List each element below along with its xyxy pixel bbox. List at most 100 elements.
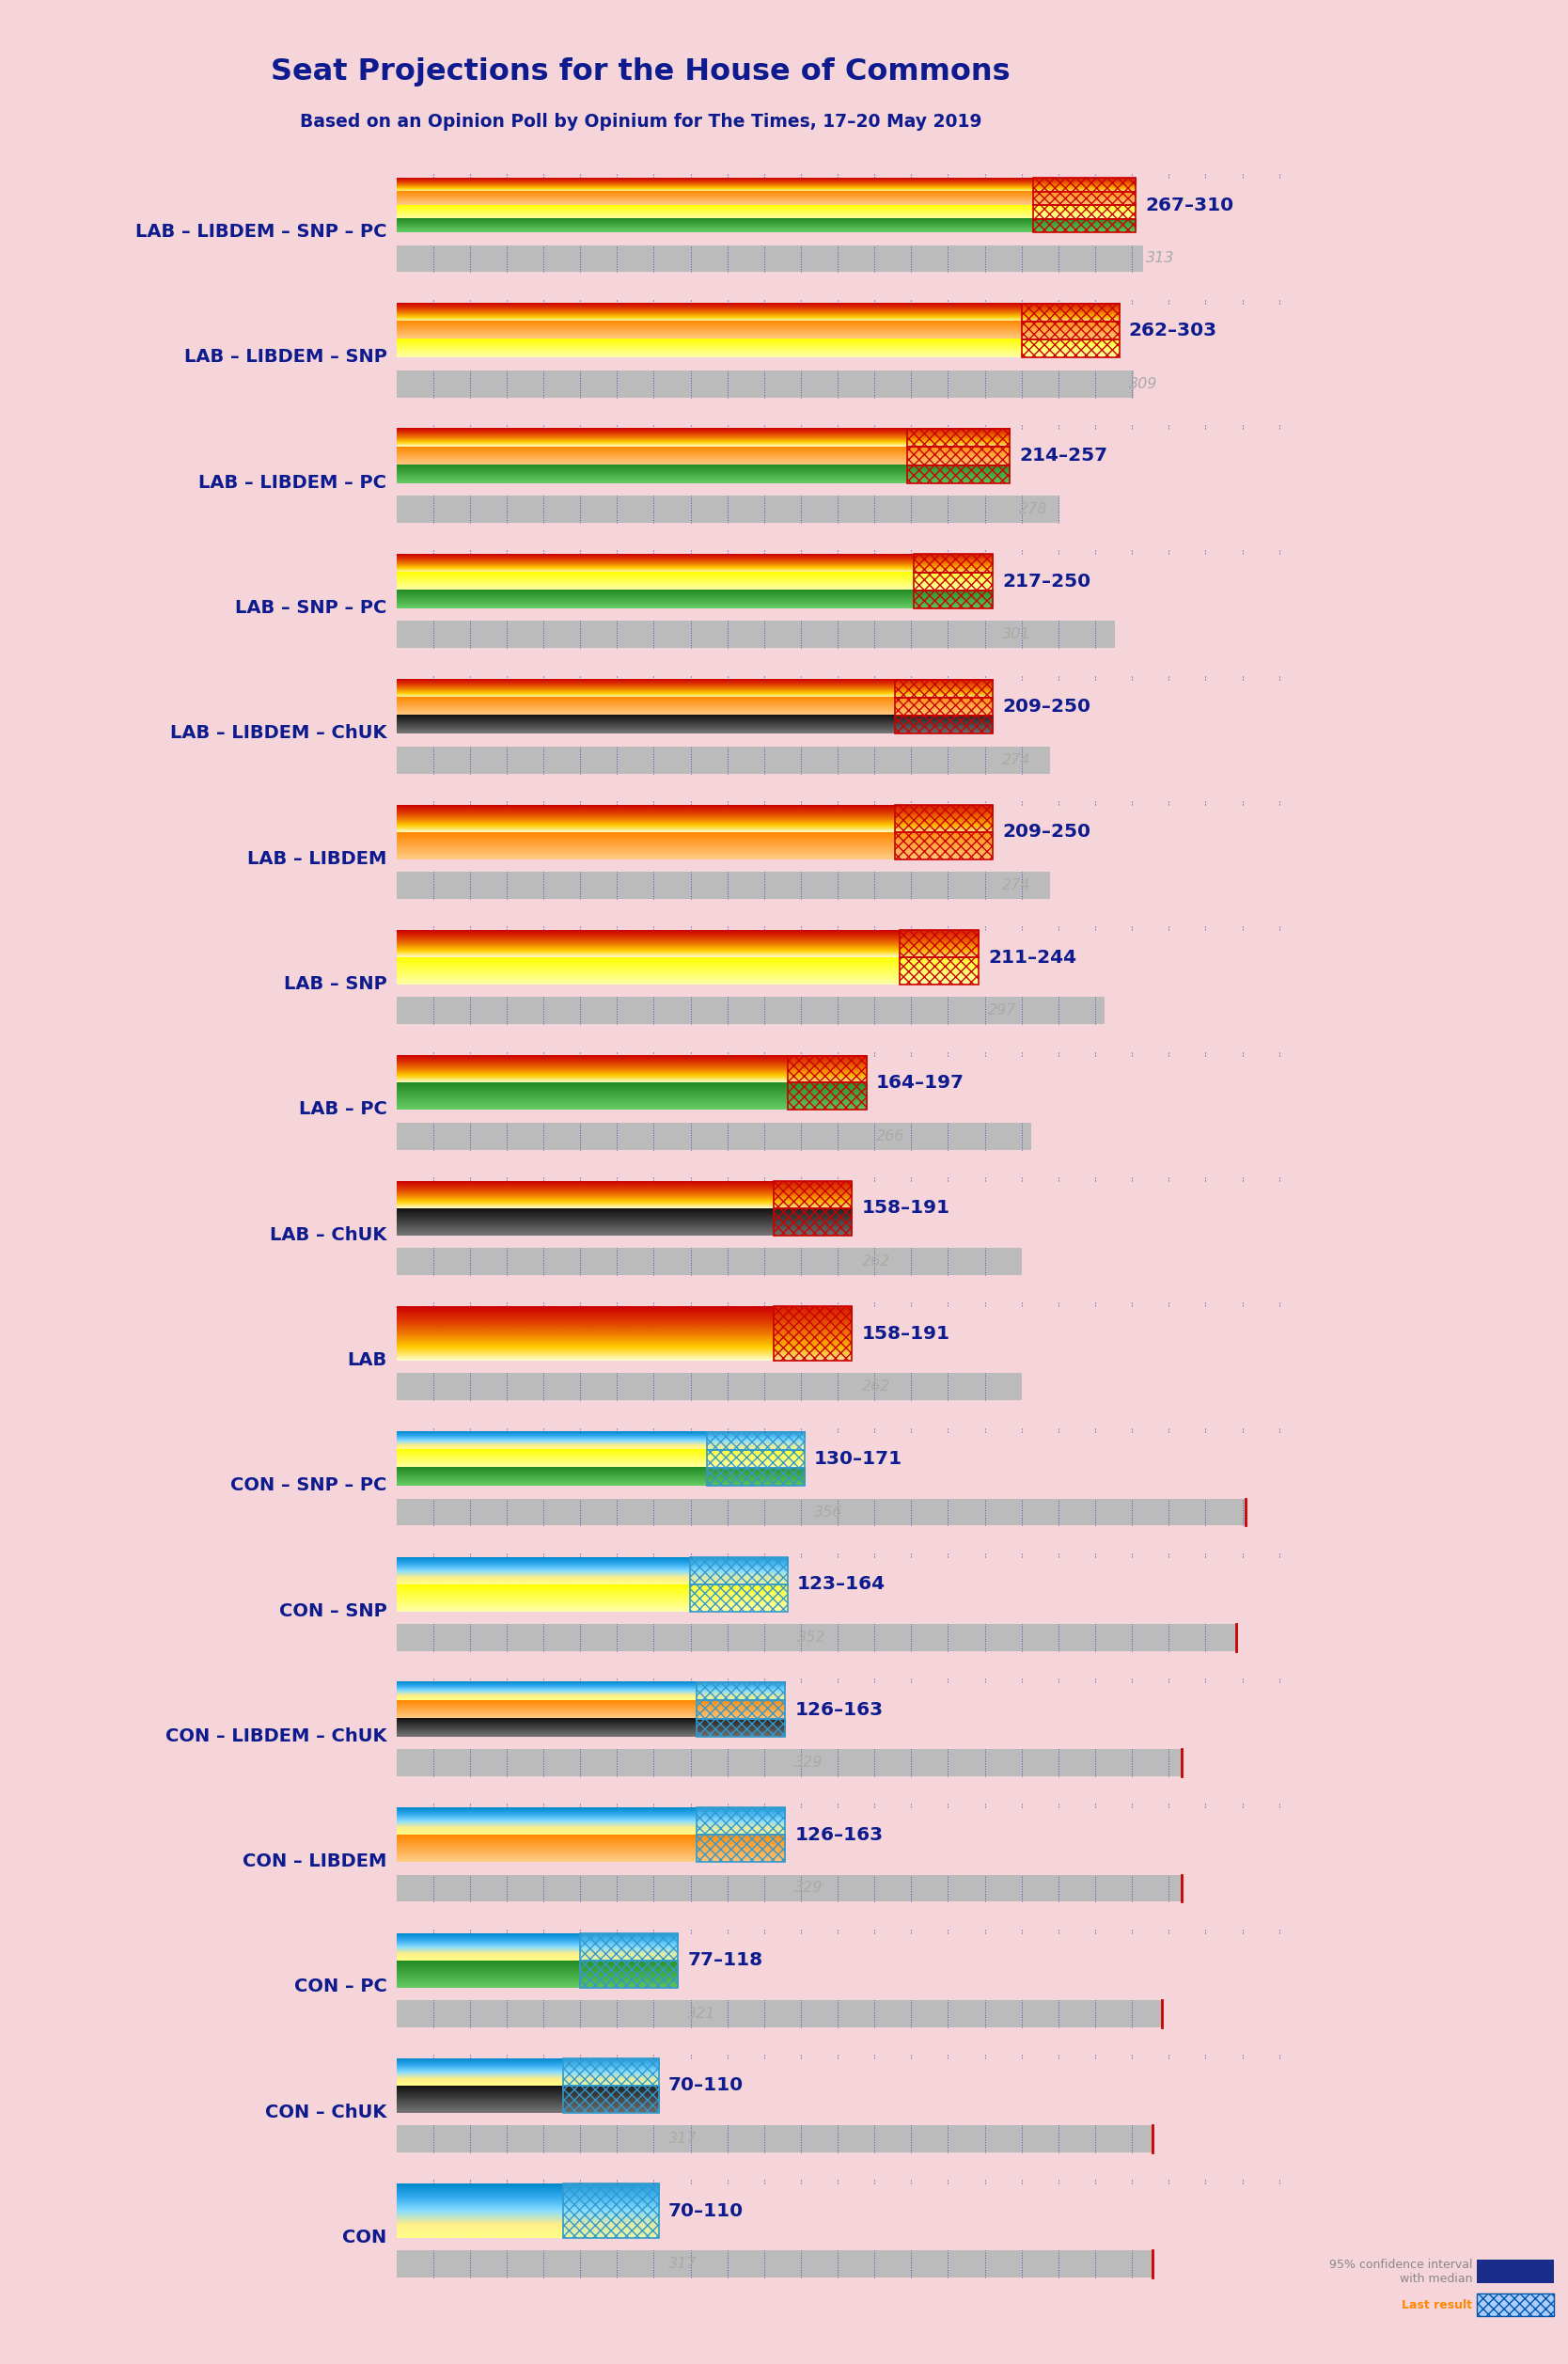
Bar [397,246,1143,272]
Bar [397,1624,1236,1650]
Bar [696,1834,786,1863]
Text: 274: 274 [1002,879,1030,891]
Bar [397,2000,1162,2026]
Text: 309: 309 [1129,376,1157,390]
Bar [773,1208,851,1236]
Text: 70–110: 70–110 [668,2201,743,2220]
Bar [1033,206,1135,220]
Text: CON – LIBDEM: CON – LIBDEM [243,1853,387,1870]
Bar [895,678,993,697]
Text: LAB – ChUK: LAB – ChUK [270,1227,387,1243]
Bar [787,1057,866,1083]
Bar [397,2125,1152,2154]
Text: 352: 352 [797,1631,826,1645]
Bar [397,2251,1152,2279]
Text: Seat Projections for the House of Commons: Seat Projections for the House of Common… [271,57,1011,85]
Bar [397,622,1115,648]
Bar [914,553,993,572]
Text: 209–250: 209–250 [1002,823,1091,842]
Text: 297: 297 [988,1005,1016,1019]
Text: 321: 321 [687,2007,717,2021]
Bar [906,428,1010,447]
Text: 267–310: 267–310 [1146,196,1234,215]
Text: 70–110: 70–110 [668,2076,743,2095]
Text: 126–163: 126–163 [795,1700,883,1719]
Bar [1033,177,1135,191]
Bar [895,804,993,832]
Text: CON – LIBDEM – ChUK: CON – LIBDEM – ChUK [165,1728,387,1745]
Text: 209–250: 209–250 [1002,697,1091,716]
Text: 262–303: 262–303 [1129,322,1217,340]
Text: LAB – LIBDEM – SNP – PC: LAB – LIBDEM – SNP – PC [135,222,387,241]
Text: 329: 329 [795,1882,823,1896]
Bar [696,1719,786,1738]
Text: LAB – LIBDEM – SNP: LAB – LIBDEM – SNP [183,348,387,366]
Text: CON: CON [342,2229,387,2246]
Text: LAB – LIBDEM – ChUK: LAB – LIBDEM – ChUK [169,723,387,742]
Bar [397,496,1060,522]
Bar [397,747,1051,773]
Bar [773,1307,851,1362]
Text: 158–191: 158–191 [861,1199,950,1217]
Text: CON – SNP: CON – SNP [279,1603,387,1619]
Bar [1477,2293,1554,2317]
Bar [1021,322,1120,340]
Text: CON – ChUK: CON – ChUK [265,2104,387,2121]
Bar [1477,2260,1554,2284]
Bar [397,1749,1181,1775]
Bar [900,957,978,983]
Bar [707,1449,804,1468]
Text: 77–118: 77–118 [687,1950,762,1969]
Bar [895,697,993,716]
Text: CON – SNP – PC: CON – SNP – PC [230,1478,387,1494]
Bar [906,447,1010,466]
Bar [895,832,993,858]
Text: 123–164: 123–164 [797,1574,886,1593]
Bar [895,716,993,733]
Bar [914,572,993,591]
Text: LAB – SNP – PC: LAB – SNP – PC [235,598,387,617]
Text: LAB – LIBDEM – PC: LAB – LIBDEM – PC [199,473,387,492]
Bar [696,1808,786,1834]
Text: 217–250: 217–250 [1002,572,1091,591]
Text: Last result: Last result [1402,2298,1472,2312]
Text: Based on an Opinion Poll by Opinium for The Times, 17–20 May 2019: Based on an Opinion Poll by Opinium for … [299,113,982,130]
Text: CON – PC: CON – PC [293,1979,387,1995]
Bar [696,1700,786,1719]
Bar [397,872,1051,898]
Text: 317: 317 [668,2258,696,2272]
Text: 329: 329 [795,1756,823,1771]
Bar [1033,220,1135,232]
Text: LAB – SNP: LAB – SNP [284,974,387,993]
Bar [397,1123,1030,1149]
Bar [690,1584,787,1612]
Text: 356: 356 [814,1506,842,1520]
Text: 164–197: 164–197 [877,1073,964,1092]
Bar [397,1373,1021,1399]
Text: 317: 317 [668,2132,696,2147]
Bar [397,1248,1021,1274]
Text: 214–257: 214–257 [1019,447,1107,466]
Text: LAB – LIBDEM: LAB – LIBDEM [248,849,387,868]
Text: 313: 313 [1146,251,1174,265]
Bar [563,2085,659,2113]
Bar [580,1934,677,1960]
Bar [773,1182,851,1208]
Bar [900,931,978,957]
Bar [397,371,1134,397]
Text: 130–171: 130–171 [814,1449,902,1468]
Text: 301: 301 [1002,626,1030,641]
Text: LAB: LAB [347,1352,387,1369]
Text: 211–244: 211–244 [988,948,1077,967]
Bar [1021,340,1120,357]
Bar [1021,303,1120,322]
Text: 126–163: 126–163 [795,1825,883,1844]
Bar [787,1083,866,1111]
Bar [563,2059,659,2085]
Text: 278: 278 [1019,501,1047,515]
Text: 158–191: 158–191 [861,1324,950,1343]
Bar [690,1558,787,1584]
Bar [397,1499,1245,1525]
Bar [906,466,1010,482]
Bar [707,1468,804,1487]
